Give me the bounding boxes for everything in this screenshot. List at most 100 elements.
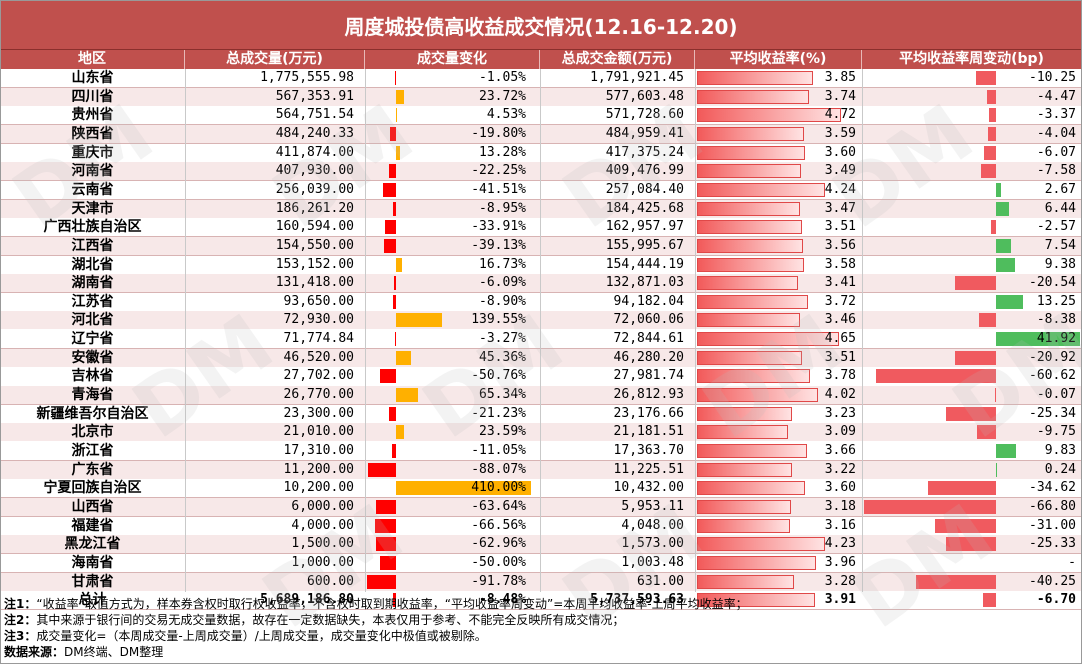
change-bar [396, 350, 411, 365]
volume-cell: 131,418.00 [275, 275, 354, 291]
yield-cell: 3.51 [695, 349, 860, 367]
bp-change-label: -66.80 [1029, 498, 1076, 514]
amount-cell: 417,375.24 [605, 144, 684, 160]
yield-label: 3.51 [824, 219, 856, 235]
change-cell: -21.23% [365, 405, 530, 423]
bp-change-bar [990, 220, 996, 235]
volume-cell: 186,261.20 [275, 200, 354, 216]
bp-change-bar [995, 388, 996, 403]
amount-cell: 257,084.40 [605, 181, 684, 197]
change-bar [388, 164, 396, 179]
change-bar [380, 555, 396, 570]
change-cell: -88.07% [365, 461, 530, 479]
yield-bar [697, 350, 802, 365]
yield-cell: 3.46 [695, 311, 860, 329]
amount-cell: 4,048.00 [621, 517, 684, 533]
change-cell: 4.53% [365, 106, 530, 124]
bp-change-bar [996, 444, 1016, 458]
change-cell: 23.59% [365, 423, 530, 441]
table-row: 贵州省 564,751.54 4.53% 571,728.60 4.72 -3.37 [0, 106, 1082, 125]
yield-label: 3.59 [824, 125, 856, 141]
change-bar [389, 406, 396, 421]
change-cell: 65.34% [365, 386, 530, 404]
yield-label: 3.28 [824, 573, 856, 589]
yield-label: 4.65 [824, 331, 856, 347]
change-bar [375, 537, 396, 552]
change-cell: 45.36% [365, 349, 530, 367]
bp-change-bar [945, 537, 996, 552]
footnote-3: 注3：成交量变化=（本周成交量-上周成交量）/上周成交量，成交量变化中极值或被剔… [4, 629, 487, 643]
table-row: 陕西省 484,240.33 -19.80% 484,959.41 3.59 -4.04 [0, 124, 1082, 143]
header-yield-change-bp: 平均收益率周变动(bp) [862, 50, 1082, 69]
region-cell: 山东省 [71, 70, 114, 86]
bp-change-label: -3.37 [1036, 107, 1076, 123]
region-cell: 广西壮族自治区 [43, 219, 142, 236]
bp-change-label: -20.92 [1029, 349, 1076, 365]
yield-bar [697, 537, 826, 552]
yield-bar [697, 108, 842, 123]
row-divider [0, 609, 1082, 611]
change-cell: -33.91% [365, 218, 530, 236]
yield-label: 3.22 [824, 461, 856, 477]
bp-change-bar [955, 276, 996, 291]
yield-cell: 3.47 [695, 200, 860, 218]
region-cell: 甘肃省 [71, 573, 114, 590]
volume-cell: 1,775,555.98 [260, 70, 354, 85]
table-row: 吉林省 27,702.00 -50.76% 27,981.74 3.78 -60.62 [0, 367, 1082, 386]
bp-change-label: -40.25 [1029, 573, 1076, 589]
bp-change-bar [975, 71, 996, 85]
yield-cell: 4.23 [695, 535, 860, 553]
bp-change-bar [927, 481, 996, 496]
yield-cell: 4.65 [695, 330, 860, 348]
region-cell: 黑龙江省 [64, 536, 121, 553]
yield-cell: 3.72 [695, 293, 860, 311]
bp-change-cell: -20.54 [862, 274, 1080, 292]
yield-label: 3.96 [824, 554, 856, 570]
change-bar [396, 257, 402, 272]
change-label: -8.90% [479, 293, 526, 309]
amount-cell: 1,573.00 [621, 536, 684, 552]
change-cell: -8.90% [365, 293, 530, 311]
bp-change-label: -9.75 [1036, 424, 1076, 440]
volume-cell: 1,000.00 [291, 554, 354, 570]
volume-cell: 46,520.00 [283, 349, 354, 365]
region-cell: 安徽省 [71, 349, 114, 366]
volume-cell: 27,702.00 [283, 368, 354, 384]
table-row: 湖北省 153,152.00 16.73% 154,444.19 3.58 9.38 [0, 255, 1082, 274]
footnotes: 注1：“收益率”取值方式为，样本券含权时取行权收益率，不含权时取到期收益率，“平… [4, 596, 1078, 660]
change-cell: -50.00% [365, 554, 530, 572]
region-cell: 总计 [78, 592, 107, 609]
change-label: -22.25% [471, 163, 526, 179]
change-bar [394, 332, 396, 347]
yield-label: 3.91 [824, 592, 856, 608]
table-row: 新疆维吾尔自治区 23,300.00 -21.23% 23,176.66 3.23 -25… [0, 404, 1082, 423]
column-divider [185, 69, 186, 592]
yield-cell: 3.51 [695, 218, 860, 236]
change-label: -88.07% [471, 461, 526, 477]
change-cell: 139.55% [365, 311, 530, 329]
bp-change-label: -60.62 [1029, 368, 1076, 384]
yield-cell: 3.66 [695, 442, 860, 460]
volume-cell: 11,200.00 [283, 461, 354, 477]
change-cell: -39.13% [365, 237, 530, 255]
volume-cell: 6,000.00 [291, 498, 354, 514]
change-label: -6.09% [479, 275, 526, 291]
yield-label: 3.56 [824, 237, 856, 253]
bp-change-label: 6.44 [1044, 200, 1076, 216]
volume-cell: 567,353.91 [275, 88, 354, 104]
table-row: 云南省 256,039.00 -41.51% 257,084.40 4.24 2.67 [0, 180, 1082, 199]
change-bar [366, 574, 396, 589]
change-cell: -1.05% [365, 69, 530, 87]
bp-change-bar [876, 369, 996, 384]
yield-bar [697, 71, 813, 85]
change-label: 139.55% [471, 312, 526, 328]
bp-change-label: -6.07 [1036, 144, 1076, 160]
volume-cell: 600.00 [307, 573, 354, 589]
yield-cell: 3.28 [695, 573, 860, 591]
bp-change-bar [989, 108, 996, 123]
yield-cell: 3.23 [695, 405, 860, 423]
yield-label: 3.18 [824, 498, 856, 514]
bp-change-cell: -40.25 [862, 573, 1080, 591]
bp-change-cell: -2.57 [862, 218, 1080, 236]
yield-cell: 3.78 [695, 367, 860, 385]
